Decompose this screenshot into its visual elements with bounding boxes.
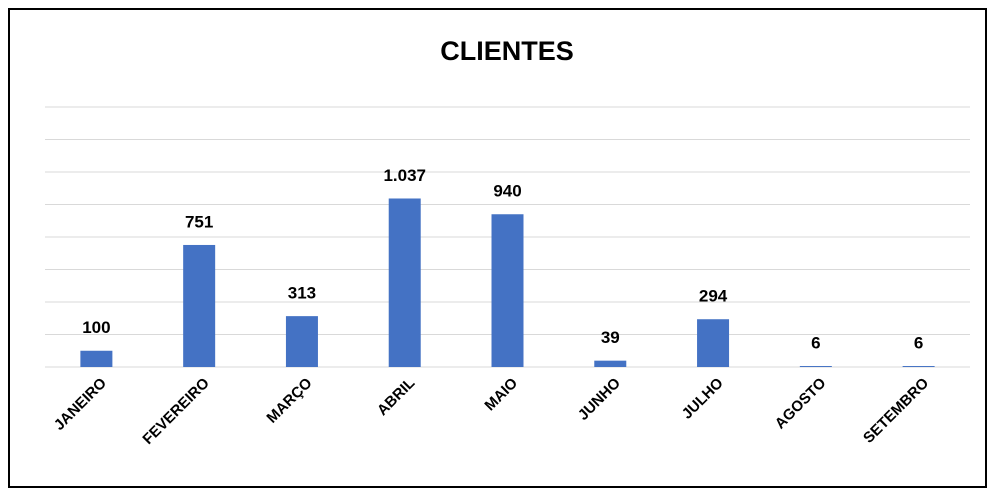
data-label: 751 [185, 212, 213, 231]
bar [285, 316, 318, 367]
bar [388, 198, 421, 367]
bar [594, 360, 627, 367]
bar [183, 244, 216, 367]
data-label: 6 [914, 334, 923, 353]
data-label: 1.037 [383, 166, 426, 185]
bar [491, 214, 524, 367]
bar [799, 366, 832, 367]
data-label: 100 [82, 318, 110, 337]
chart-title: CLIENTES [440, 36, 574, 66]
bar [80, 350, 113, 367]
data-label: 39 [601, 328, 620, 347]
bar [697, 319, 730, 367]
data-label: 313 [288, 284, 316, 303]
data-label: 294 [699, 287, 728, 306]
data-label: 940 [493, 182, 521, 201]
bar [902, 366, 935, 367]
data-label: 6 [811, 334, 820, 353]
